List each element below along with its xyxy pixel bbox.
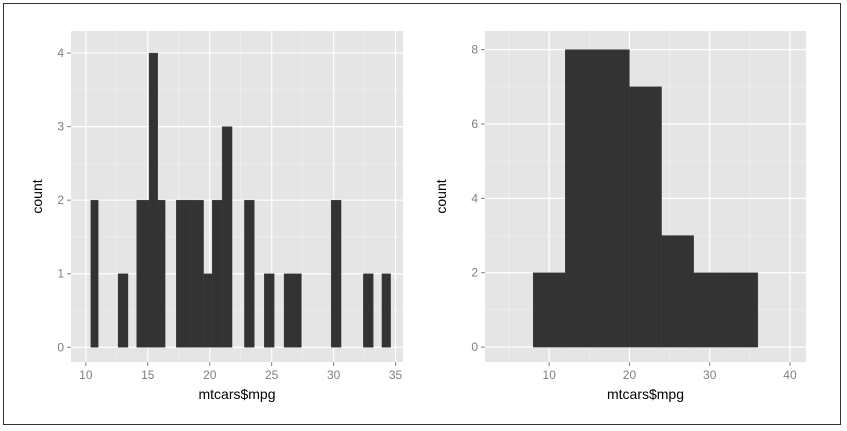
y-tick-label: 4	[57, 46, 64, 60]
y-axis-title: count	[433, 179, 449, 213]
y-tick-label: 6	[471, 117, 478, 131]
y-tick-label: 4	[471, 191, 478, 205]
histogram-bar	[725, 272, 759, 348]
y-tick-label: 0	[57, 340, 64, 354]
histogram-bar	[157, 199, 166, 348]
histogram-bar	[629, 86, 662, 348]
histogram-panel-left: 10 15 20 25 30 35 0 1 2 3 4 mtcars$mpg count	[29, 31, 403, 402]
histogram-bar	[293, 273, 302, 348]
histogram-bar	[283, 273, 295, 348]
x-tick-label: 30	[327, 368, 341, 382]
histogram-bar	[661, 235, 694, 348]
x-tick-label: 30	[703, 368, 717, 382]
x-tick-label: 35	[389, 368, 403, 382]
histogram-bar	[532, 272, 566, 348]
histogram-bar	[203, 273, 213, 348]
histogram-bar	[597, 49, 630, 348]
y-axis-title: count	[29, 179, 45, 213]
x-axis-title: mtcars$mpg	[607, 386, 684, 402]
x-tick-label: 20	[623, 368, 637, 382]
histogram-bar	[244, 199, 255, 348]
histogram-bar	[189, 199, 204, 348]
x-tick-label: 20	[203, 368, 217, 382]
y-tick-label: 3	[57, 120, 64, 134]
y-tick-label: 8	[471, 43, 478, 57]
x-axis-title: mtcars$mpg	[198, 386, 275, 402]
x-tick-label: 40	[783, 368, 797, 382]
x-tick-label: 15	[141, 368, 155, 382]
histogram-bar	[148, 52, 158, 348]
histogram-bar	[381, 273, 391, 348]
histogram-bar	[90, 199, 99, 348]
y-tick-label: 1	[57, 267, 64, 281]
histogram-bar	[330, 199, 342, 348]
histogram-bar	[565, 49, 598, 348]
y-tick-label: 0	[471, 340, 478, 354]
histogram-bar	[221, 126, 233, 348]
histogram-bar	[176, 199, 191, 348]
histogram-bar	[212, 199, 223, 348]
histogram-panel-right: 10 20 30 40 0 2 4 6 8 mtcars$mpg count	[433, 31, 806, 402]
y-tick-label: 2	[471, 266, 478, 280]
x-tick-label: 10	[543, 368, 557, 382]
y-tick-label: 2	[57, 193, 64, 207]
histogram-bar	[117, 273, 129, 348]
histogram-bar	[363, 273, 374, 348]
histogram-bar	[693, 272, 726, 348]
histogram-bar	[264, 273, 275, 348]
x-tick-label: 25	[265, 368, 279, 382]
histogram-bar	[136, 199, 150, 348]
x-tick-label: 10	[79, 368, 93, 382]
